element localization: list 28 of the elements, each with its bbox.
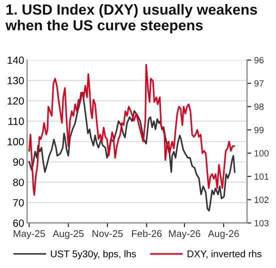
y-tick-label: 110 (8, 118, 24, 126)
y-tick-label: 140 (8, 56, 24, 64)
x-tick-label: May-25 (14, 230, 45, 239)
y2-tick-label: 101 (254, 173, 269, 180)
y-tick-label: 90 (13, 158, 24, 166)
y-tick-label: 60 (13, 219, 24, 227)
y2-tick-label: 100 (254, 150, 269, 157)
y-tick-label: 100 (8, 138, 24, 146)
x-tick-label: Aug-25 (52, 230, 84, 239)
y2-tick-label: 96 (254, 57, 264, 64)
x-tick-label: Nov-25 (92, 230, 123, 238)
y-tick-label: 80 (13, 178, 24, 186)
y-tick-label: 70 (13, 199, 24, 206)
legend-label: UST 5y30y, bps, lhs (50, 250, 136, 260)
x-tick-label: May-26 (169, 230, 200, 239)
x-tick-label: Feb-26 (132, 230, 162, 238)
y2-tick-label: 98 (254, 104, 264, 110)
line-series (28, 92, 236, 212)
line-series (28, 64, 236, 196)
legend-label: DXY, inverted rhs (188, 250, 262, 258)
y2-tick-label: 99 (254, 126, 264, 134)
y2-tick-label: 97 (254, 80, 264, 87)
chart-title: 1. USD Index (DXY) usually weakens when the US curve steepens (5, 4, 257, 34)
y2-tick-label: 102 (254, 196, 269, 204)
x-tick-label: Aug-26 (208, 230, 239, 239)
y-tick-label: 130 (8, 76, 24, 84)
y-tick-label: 120 (8, 97, 24, 105)
y2-tick-label: 103 (254, 220, 269, 226)
